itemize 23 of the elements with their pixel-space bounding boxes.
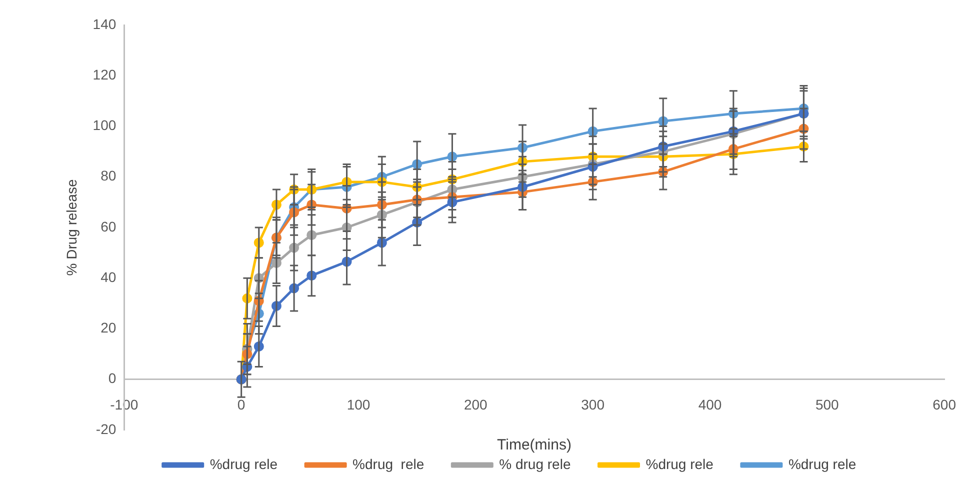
x-tick-label: 100 <box>346 396 370 413</box>
legend-label: %drug rele <box>352 456 424 472</box>
x-tick-label: 300 <box>581 396 605 413</box>
y-tick-label: 40 <box>100 268 116 285</box>
legend-label: %drug rele <box>646 456 714 472</box>
legend-label: % drug rele <box>499 456 571 472</box>
y-tick-label: 100 <box>92 117 116 134</box>
x-tick-label: 600 <box>932 396 956 413</box>
x-tick-label: 400 <box>698 396 722 413</box>
y-axis-title: % Drug release <box>63 179 80 276</box>
y-tick-label: 60 <box>100 218 116 234</box>
legend-label: %drug rele <box>210 456 278 472</box>
y-tick-label: 80 <box>100 168 116 184</box>
x-axis-title: Time(mins) <box>497 436 572 454</box>
x-tick-label: 200 <box>464 396 488 413</box>
x-tick-label: 0 <box>237 396 246 413</box>
y-tick-label: 120 <box>92 66 116 82</box>
y-tick-label: 140 <box>92 16 116 32</box>
y-tick-label: -20 <box>96 420 116 437</box>
y-tick-label: 20 <box>100 320 116 336</box>
x-tick-label: 500 <box>815 396 840 413</box>
legend-label: %drug rele <box>788 456 856 472</box>
y-tick-label: 0 <box>108 370 116 386</box>
